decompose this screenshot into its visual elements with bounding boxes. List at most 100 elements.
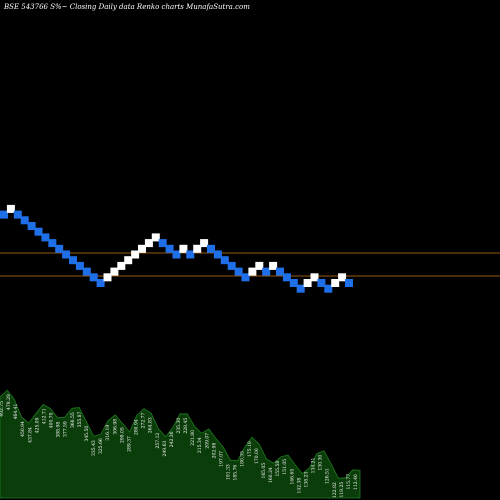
renko-brick-47 (324, 284, 333, 293)
volume-label-50: 112.40 (353, 474, 359, 490)
renko-brick-31 (213, 250, 222, 259)
volume-label-41: 146.65 (289, 469, 295, 485)
volume-label-15: 316.19 (105, 425, 111, 441)
volume-area (0, 389, 361, 499)
renko-brick-11 (75, 261, 84, 270)
renko-brick-20 (138, 244, 146, 253)
renko-brick-45 (310, 273, 319, 282)
renko-brick-23 (158, 239, 167, 248)
volume-label-32: 191.33 (226, 464, 232, 480)
volume-label-24: 242.36 (169, 431, 175, 447)
renko-brick-14 (96, 279, 105, 287)
volume-label-26: 228.45 (183, 418, 189, 434)
volume-label-18: 289.37 (126, 436, 132, 452)
renko-brick-7 (48, 239, 57, 248)
renko-brick-0 (0, 210, 8, 219)
chart-title: BSE 543766 S%~ Closing Daily data Renko … (3, 3, 250, 11)
volume-label-27: 221.80 (190, 430, 196, 446)
renko-brick-48 (331, 279, 340, 287)
volume-label-47: 122.82 (332, 482, 338, 498)
renko-brick-35 (241, 273, 250, 282)
renko-brick-44 (303, 279, 312, 287)
volume-label-17: 298.05 (119, 427, 125, 443)
volume-label-44: 134.21 (311, 457, 317, 473)
volume-label-42: 142.38 (296, 478, 302, 494)
volume-label-37: 165.05 (261, 463, 267, 479)
volume-label-43: 138.23 (303, 472, 309, 488)
renko-brick-16 (110, 267, 119, 276)
renko-brick-24 (165, 244, 174, 253)
renko-brick-8 (55, 244, 64, 253)
renko-brick-34 (234, 267, 243, 276)
renko-bricks (0, 204, 353, 293)
renko-brick-9 (62, 250, 71, 259)
volume-label-21: 264.83 (148, 417, 154, 433)
volume-label-49: 115.77 (346, 474, 352, 490)
volume-label-36: 170.00 (254, 448, 260, 464)
volume-label-14: 325.66 (98, 438, 104, 454)
renko-brick-43 (296, 284, 305, 293)
renko-brick-37 (255, 261, 264, 270)
volume-label-33: 185.76 (233, 465, 239, 481)
renko-brick-6 (41, 233, 50, 242)
renko-brick-32 (220, 256, 229, 265)
volume-label-11: 355.87 (77, 411, 83, 427)
volume-label-29: 209.07 (204, 433, 210, 449)
renko-brick-10 (69, 256, 77, 265)
volume-label-31: 197.07 (219, 451, 225, 467)
volume-label-19: 280.94 (134, 419, 140, 435)
renko-brick-26 (179, 244, 188, 253)
volume-label-35: 175.10 (247, 441, 253, 457)
volume-label-38: 160.24 (268, 467, 274, 483)
renko-brick-2 (13, 210, 22, 219)
volume-label-39: 155.58 (275, 461, 281, 477)
renko-brick-36 (248, 267, 257, 276)
volume-label-10: 366.55 (70, 412, 76, 428)
renko-brick-49 (338, 273, 347, 282)
volume-label-0: 492.75 (0, 401, 5, 417)
renko-brick-46 (317, 279, 326, 287)
volume-label-1: 478.29 (6, 394, 12, 410)
renko-brick-42 (289, 279, 298, 287)
volume-label-40: 151.05 (282, 459, 288, 475)
volume-label-25: 235.30 (176, 418, 182, 434)
renko-brick-29 (200, 239, 209, 248)
volume-label-28: 215.34 (197, 437, 203, 453)
renko-brick-18 (124, 256, 133, 265)
renko-brick-22 (151, 233, 160, 242)
volume-label-2: 464.41 (13, 403, 19, 419)
renko-brick-21 (144, 239, 153, 248)
volume-label-16: 306.98 (112, 419, 118, 435)
volume-silhouette (0, 389, 361, 499)
volume-label-7: 400.70 (49, 412, 55, 428)
volume-label-13: 335.43 (91, 440, 97, 456)
volume-label-34: 180.35 (240, 451, 246, 467)
renko-brick-50 (345, 279, 353, 287)
renko-brick-17 (117, 261, 126, 270)
renko-brick-1 (6, 204, 15, 213)
volume-label-46: 126.51 (325, 468, 331, 484)
renko-brick-19 (131, 250, 140, 259)
renko-brick-30 (207, 244, 215, 253)
renko-brick-25 (172, 250, 181, 259)
volume-label-8: 388.98 (56, 422, 62, 438)
renko-brick-39 (269, 261, 278, 270)
renko-brick-13 (89, 273, 98, 282)
renko-brick-27 (186, 250, 195, 259)
renko-brick-3 (20, 216, 29, 225)
volume-label-3: 450.94 (20, 421, 26, 437)
volume-label-45: 130.30 (318, 455, 324, 471)
renko-brick-12 (82, 267, 91, 276)
renko-brick-4 (27, 222, 36, 230)
volume-label-22: 257.12 (155, 433, 161, 449)
renko-brick-40 (276, 267, 284, 276)
volume-label-4: 437.84 (27, 427, 33, 443)
volume-label-6: 412.71 (42, 408, 48, 424)
volume-label-9: 377.59 (63, 421, 69, 437)
renko-brick-38 (262, 267, 271, 276)
renko-brick-33 (227, 261, 236, 270)
renko-brick-28 (193, 244, 202, 253)
volume-label-23: 249.63 (162, 441, 168, 457)
